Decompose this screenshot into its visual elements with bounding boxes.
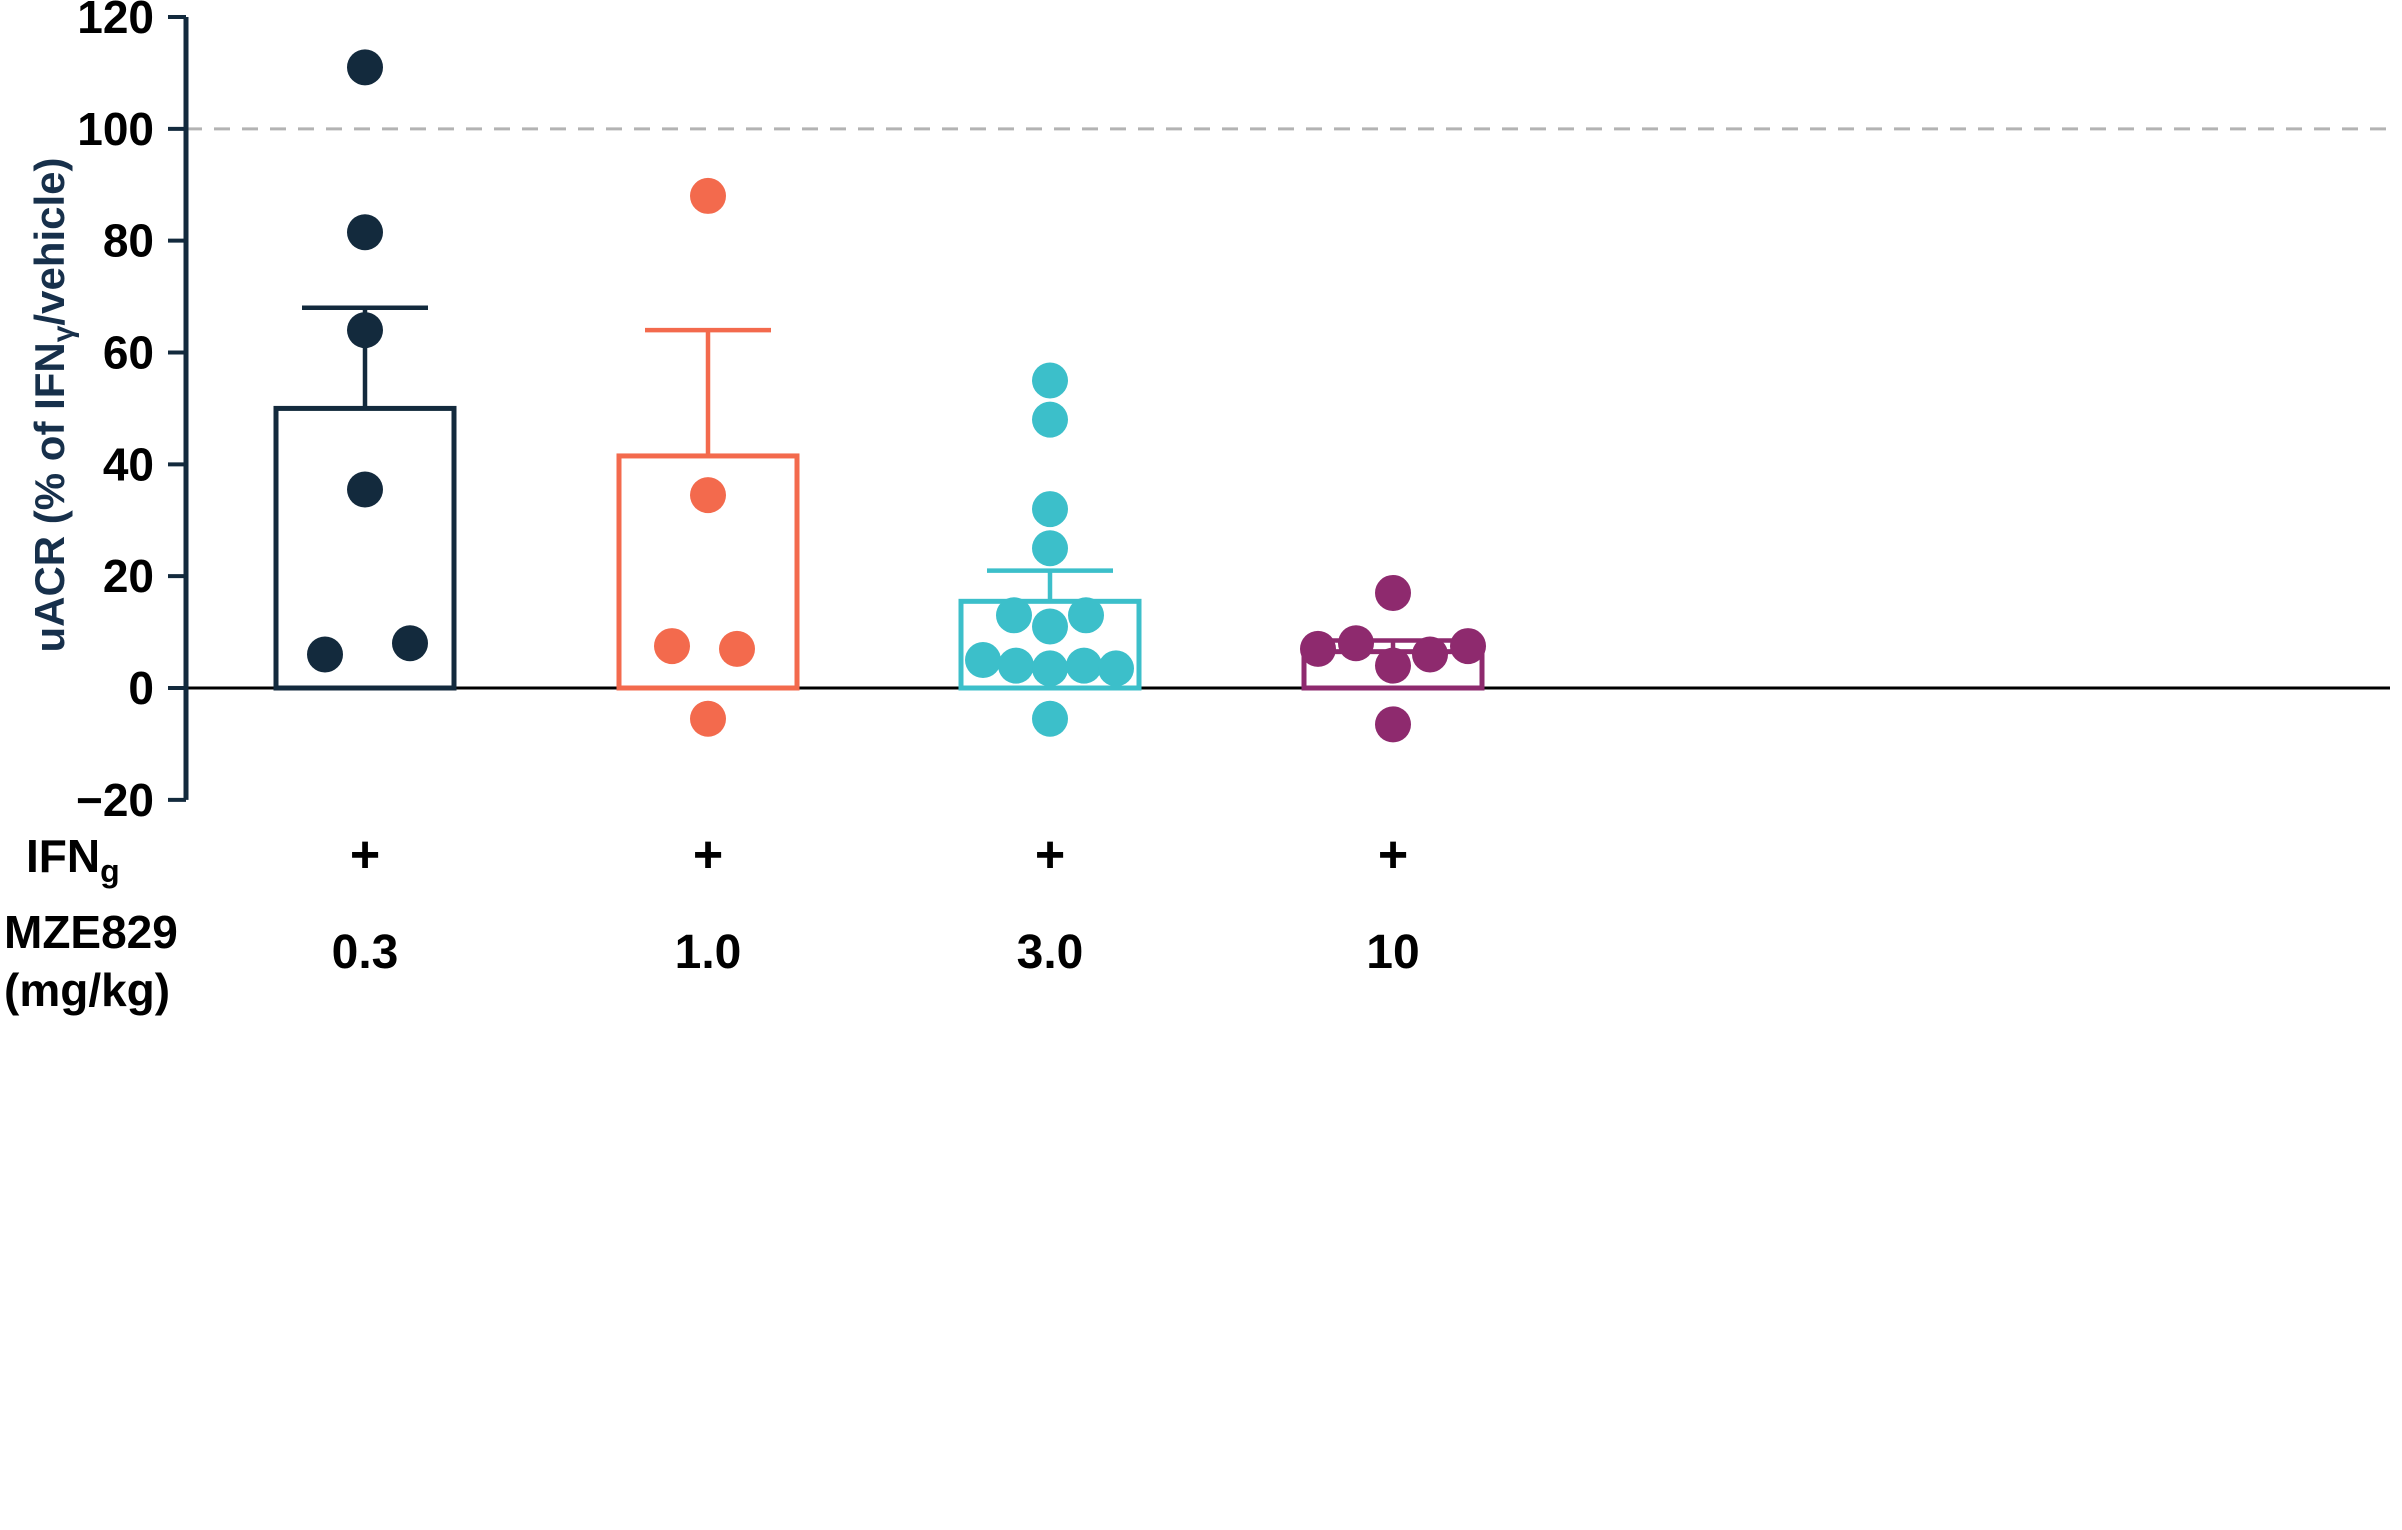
data-point-0.3	[347, 312, 383, 349]
data-point-10	[1300, 630, 1336, 667]
data-point-1.0	[690, 477, 726, 514]
data-point-3.0	[996, 597, 1032, 634]
data-point-3.0	[1066, 647, 1102, 684]
data-point-3.0	[1032, 608, 1068, 645]
data-point-10	[1375, 706, 1411, 743]
dose-label-10: 10	[1366, 926, 1419, 979]
data-point-1.0	[719, 630, 755, 667]
ifn-row-label: IFNg	[26, 830, 120, 889]
data-point-3.0	[965, 642, 1001, 679]
data-point-3.0	[1068, 597, 1104, 634]
y-tick-label: 0	[128, 662, 154, 714]
data-point-10	[1375, 647, 1411, 684]
drug-unit-label: (mg/kg)	[4, 964, 170, 1016]
ifn-plus-label-10: +	[1378, 826, 1408, 884]
data-point-3.0	[1032, 362, 1068, 399]
y-axis-title: uACR (% of IFNγ/vehicle)	[26, 157, 80, 652]
dose-label-1.0: 1.0	[675, 926, 742, 979]
y-tick-label: 60	[103, 327, 154, 379]
data-point-10	[1338, 625, 1374, 662]
data-point-0.3	[347, 49, 383, 86]
data-point-3.0	[998, 647, 1034, 684]
y-tick-label: −20	[76, 774, 154, 826]
data-point-3.0	[1032, 401, 1068, 438]
y-tick-label: 80	[103, 215, 154, 267]
data-point-1.0	[690, 700, 726, 737]
data-point-0.3	[347, 471, 383, 508]
ifn-plus-label-3.0: +	[1035, 826, 1065, 884]
drug-name-label: MZE829	[4, 906, 178, 958]
data-point-0.3	[347, 214, 383, 251]
data-point-1.0	[690, 177, 726, 214]
data-point-1.0	[654, 628, 690, 665]
data-point-3.0	[1032, 491, 1068, 528]
y-tick-label: 20	[103, 550, 154, 602]
data-point-3.0	[1032, 650, 1068, 687]
data-point-10	[1412, 636, 1448, 673]
y-tick-label: 40	[103, 438, 154, 490]
y-tick-label: 120	[77, 0, 154, 43]
data-point-3.0	[1032, 530, 1068, 567]
ifn-plus-label-1.0: +	[693, 826, 723, 884]
data-point-10	[1375, 574, 1411, 611]
data-point-3.0	[1032, 700, 1068, 737]
ifn-plus-label-0.3: +	[350, 826, 380, 884]
data-point-0.3	[392, 625, 428, 662]
dose-label-0.3: 0.3	[332, 926, 399, 979]
data-point-10	[1450, 628, 1486, 665]
dose-label-3.0: 3.0	[1017, 926, 1084, 979]
data-point-3.0	[1098, 650, 1134, 687]
y-tick-label: 100	[77, 103, 154, 155]
data-point-0.3	[307, 636, 343, 673]
